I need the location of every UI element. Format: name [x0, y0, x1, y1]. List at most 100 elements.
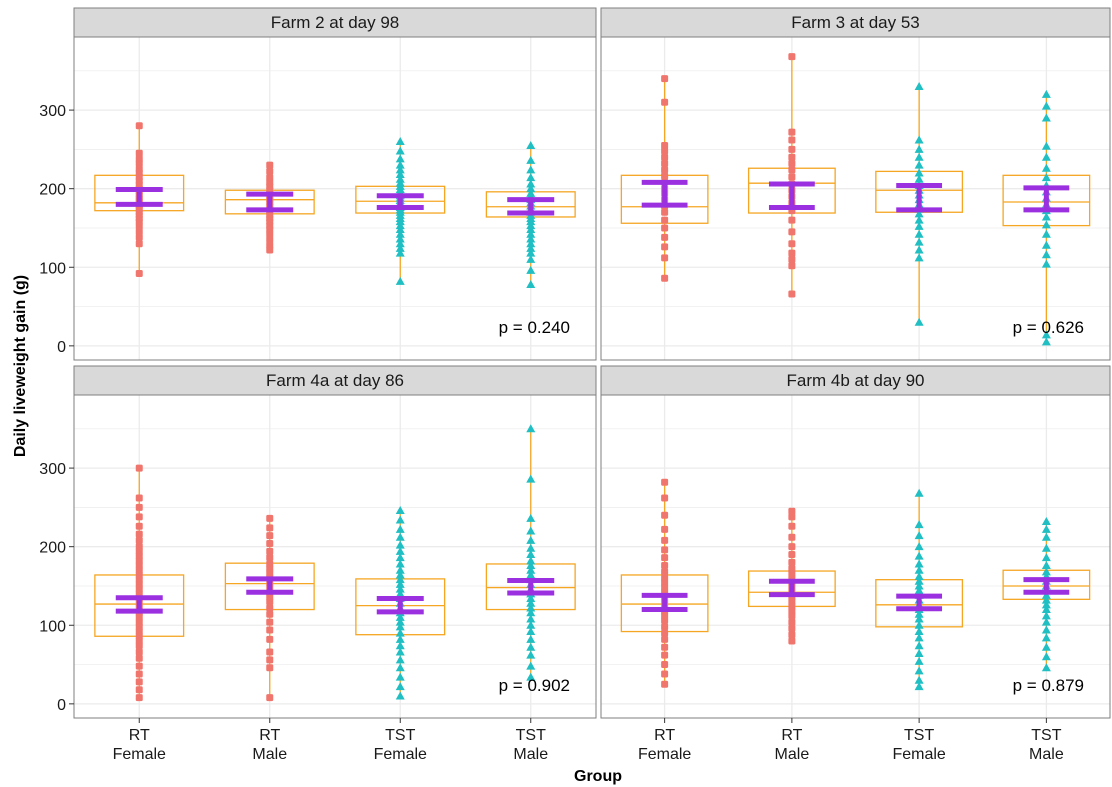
data-point: [1041, 524, 1051, 533]
p-value-label: p = 0.626: [1013, 318, 1084, 337]
data-point: [135, 165, 143, 173]
data-point: [1041, 250, 1051, 259]
y-tick-label: 200: [39, 540, 66, 557]
data-point: [914, 581, 924, 590]
data-point: [1041, 567, 1051, 576]
data-point: [266, 664, 274, 672]
data-point: [395, 682, 405, 691]
data-point: [914, 656, 924, 665]
y-tick-label: 100: [39, 618, 66, 635]
x-axis-title: Group: [574, 768, 622, 785]
group-rt-female: [620, 478, 709, 688]
data-point: [661, 635, 669, 643]
data-point: [1041, 89, 1051, 98]
data-point: [661, 274, 669, 282]
data-point: [1041, 141, 1051, 150]
y-tick-label: 300: [39, 103, 66, 120]
data-point: [266, 540, 274, 548]
group-tst-male: [485, 424, 576, 681]
mean-ci-errorbar: [1023, 185, 1070, 213]
data-point: [661, 98, 669, 106]
data-point: [135, 678, 143, 686]
data-point: [135, 543, 143, 551]
data-point: [526, 650, 536, 659]
data-point: [526, 550, 536, 559]
data-point: [788, 618, 796, 626]
x-tick-label: TST Male: [513, 727, 548, 763]
data-point: [661, 574, 669, 582]
data-point: [1041, 330, 1051, 339]
data-point: [914, 229, 924, 238]
data-point: [1041, 517, 1051, 526]
p-value-label: p = 0.240: [499, 318, 570, 337]
data-point: [135, 149, 143, 157]
data-point: [661, 254, 669, 262]
data-point: [661, 172, 669, 180]
data-point: [526, 543, 536, 552]
data-point: [395, 160, 405, 169]
data-point: [788, 507, 796, 515]
data-point: [661, 216, 669, 224]
data-point: [661, 643, 669, 651]
data-point: [788, 160, 796, 168]
data-point: [788, 543, 796, 551]
group-rt-male: [747, 507, 836, 645]
data-point: [395, 634, 405, 643]
data-point: [395, 546, 405, 555]
data-point: [395, 641, 405, 650]
mean-ci-errorbar: [768, 578, 815, 598]
data-point: [914, 82, 924, 91]
mean-ci-errorbar: [376, 193, 424, 211]
p-value-label: p = 0.902: [499, 676, 570, 695]
mean-ci-errorbar: [507, 577, 555, 596]
data-point: [788, 255, 796, 263]
mean-ci-errorbar: [896, 593, 943, 612]
data-point: [526, 234, 536, 243]
data-point: [788, 533, 796, 541]
data-point: [788, 637, 796, 645]
data-point: [914, 531, 924, 540]
data-point: [1041, 600, 1051, 609]
data-point: [526, 243, 536, 252]
data-point: [526, 239, 536, 248]
data-point: [1041, 152, 1051, 161]
data-point: [395, 570, 405, 579]
data-points: [788, 507, 796, 645]
data-point: [395, 612, 405, 621]
data-point: [266, 524, 274, 532]
data-point: [661, 661, 669, 669]
data-point: [661, 511, 669, 519]
data-point: [395, 559, 405, 568]
panel-strip: [600, 365, 1111, 396]
data-point: [1041, 605, 1051, 614]
data-point: [526, 608, 536, 617]
data-point: [914, 488, 924, 497]
data-point: [914, 160, 924, 169]
data-point: [1041, 611, 1051, 620]
x-tick-label: TST Female: [892, 727, 945, 763]
data-point: [661, 623, 669, 631]
data-point: [1041, 113, 1051, 122]
data-point: [395, 524, 405, 533]
panel-strip: [73, 365, 597, 396]
group-tst-female: [875, 488, 964, 691]
data-point: [135, 662, 143, 670]
group-tst-male: [1002, 89, 1091, 346]
data-point: [914, 253, 924, 262]
data-point: [526, 254, 536, 263]
data-point: [1041, 543, 1051, 552]
data-point: [266, 604, 274, 612]
data-point: [788, 53, 796, 61]
data-point: [1041, 212, 1051, 221]
data-point: [661, 243, 669, 251]
data-point: [395, 691, 405, 700]
data-point: [914, 317, 924, 326]
data-point: [1041, 101, 1051, 110]
data-point: [395, 575, 405, 584]
data-point: [914, 666, 924, 675]
data-point: [526, 165, 536, 174]
data-point: [526, 565, 536, 574]
data-point: [395, 617, 405, 626]
data-point: [135, 694, 143, 702]
data-point: [266, 532, 274, 540]
